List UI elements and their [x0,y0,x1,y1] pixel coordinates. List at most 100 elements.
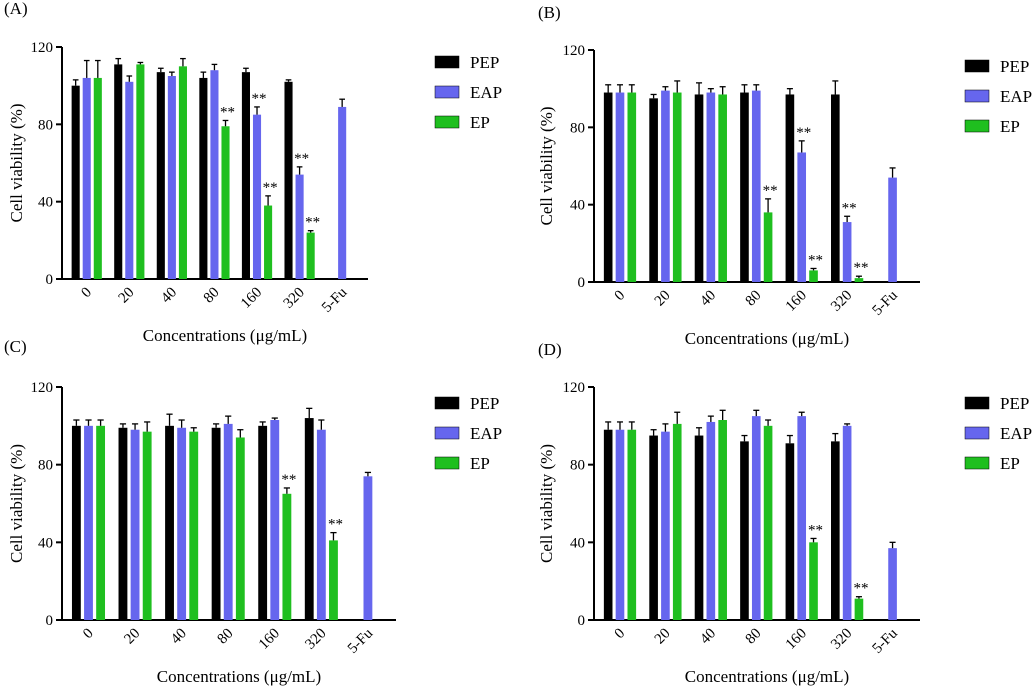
chart-panel-c: (C) 0 40 80 120 Cell viability (%) 0 20 40 80 160 3… [4,337,502,686]
legend-swatch-ep [964,456,990,470]
x-axis-label: Concentrations (μg/mL) [157,667,321,686]
bar-eap-80 [223,423,233,620]
legend-swatch-pep [964,59,990,73]
x-tick-label: 40 [158,285,180,307]
bar-eap-320 [316,429,326,620]
bar-pep-160 [785,443,795,620]
significance-marker: ** [294,151,309,167]
bar-eap-40 [706,421,716,620]
x-tick-label: 80 [743,288,765,310]
x-tick-label: 40 [697,626,719,648]
bar-pep-40 [694,435,704,620]
legend-label-pep: PEP [470,394,499,413]
bar-pep-20 [118,427,128,620]
x-axis-label: Concentrations (μg/mL) [685,329,849,348]
significance-marker: ** [220,104,235,120]
bar-eap-80 [751,90,761,282]
x-tick-label: 0 [80,626,97,643]
y-tick-label: 40 [38,535,53,551]
x-tick-label: 40 [697,288,719,310]
y-tick-label: 120 [31,40,54,56]
x-tick-label: 0 [612,626,629,643]
x-tick-label: 40 [168,626,190,648]
bar-ep-20 [136,64,145,280]
y-tick-label: 40 [38,195,53,211]
bar-ep-160 [282,493,292,620]
bar-pep-20 [649,435,658,620]
bar-ep-20 [672,423,682,620]
y-tick-label: 120 [31,380,54,396]
x-tick-label: 160 [783,288,810,315]
bar-eap-320 [295,174,304,279]
bar-ep-40 [189,431,199,620]
bar-eap-0 [615,92,625,283]
bar-ep-320 [329,540,338,620]
bar-ep-0 [627,429,637,620]
x-tick-label: 5-Fu [869,287,901,319]
bar-pep-80 [740,92,749,283]
bar-pep-160 [258,425,268,620]
bar-pep-20 [114,64,123,280]
y-tick-label: 0 [46,613,54,629]
bar-eap-5-Fu [363,476,373,620]
significance-marker: ** [853,581,868,597]
legend-swatch-eap [964,89,990,103]
x-tick-label: 80 [201,285,223,307]
bar-ep-160 [809,270,818,282]
y-tick-label: 80 [38,458,53,474]
y-axis-label: Cell viability (%) [537,444,556,563]
panel-label: (A) [4,0,28,18]
legend-label-eap: EAP [470,83,502,102]
bar-eap-20 [661,431,670,620]
bar-pep-160 [785,94,795,282]
y-tick-label: 120 [563,380,586,396]
y-axis-label: Cell viability (%) [7,444,26,563]
significance-marker: ** [328,517,343,533]
chart-panel-b: (B) 0 40 80 120 Cell viability (%) 0 20 40 80 160 3… [537,3,1032,348]
bar-pep-0 [71,85,80,280]
bar-pep-320 [831,94,840,282]
bar-pep-40 [694,94,704,282]
bar-pep-40 [156,72,165,279]
bar-ep-40 [718,420,727,620]
significance-marker: ** [853,260,868,276]
bar-ep-0 [96,425,106,620]
bar-pep-320 [284,81,293,279]
bar-eap-40 [706,92,716,283]
y-tick-label: 80 [570,458,585,474]
bar-ep-0 [627,92,637,283]
bar-eap-320 [842,222,852,282]
x-tick-label: 80 [215,626,237,648]
bar-ep-80 [221,126,230,280]
panel-label: (C) [4,337,27,356]
x-tick-label: 320 [302,626,329,653]
legend-swatch-pep [964,396,990,410]
significance-marker: ** [252,91,267,107]
bar-ep-320 [306,232,315,279]
bar-pep-40 [165,425,174,620]
bar-eap-80 [751,416,761,620]
bar-eap-160 [270,420,280,620]
bar-eap-40 [167,76,176,279]
legend-label-ep: EP [470,454,490,473]
bar-eap-0 [615,429,625,620]
x-tick-label: 20 [652,288,674,310]
legend-label-pep: PEP [1000,57,1029,76]
bar-ep-80 [763,212,773,282]
bar-eap-320 [842,425,852,620]
bar-pep-160 [241,72,250,279]
chart-panel-a: (A) 0 40 80 120 Cell viability (%) 0 20 40 80 160 3… [4,0,502,345]
bar-eap-20 [125,81,134,279]
bar-eap-40 [177,427,187,620]
panel-label: (D) [538,340,562,359]
y-axis-label: Cell viability (%) [537,107,556,226]
x-tick-label: 80 [743,626,765,648]
bar-pep-80 [199,77,208,279]
legend-swatch-eap [434,85,460,99]
bar-ep-160 [264,205,273,279]
x-tick-label: 320 [281,285,308,312]
y-tick-label: 120 [563,43,586,59]
y-tick-label: 80 [570,120,585,136]
x-tick-label: 320 [828,288,855,315]
